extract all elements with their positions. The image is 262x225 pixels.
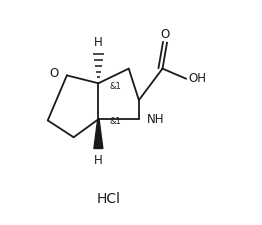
Text: NH: NH — [147, 113, 165, 126]
Text: &1: &1 — [109, 117, 121, 126]
Text: H: H — [94, 36, 103, 49]
Text: &1: &1 — [109, 82, 121, 91]
Text: HCl: HCl — [96, 192, 121, 206]
Text: OH: OH — [189, 72, 207, 85]
Text: H: H — [94, 154, 103, 167]
Text: O: O — [50, 67, 59, 80]
Polygon shape — [94, 119, 103, 148]
Text: O: O — [160, 28, 169, 41]
